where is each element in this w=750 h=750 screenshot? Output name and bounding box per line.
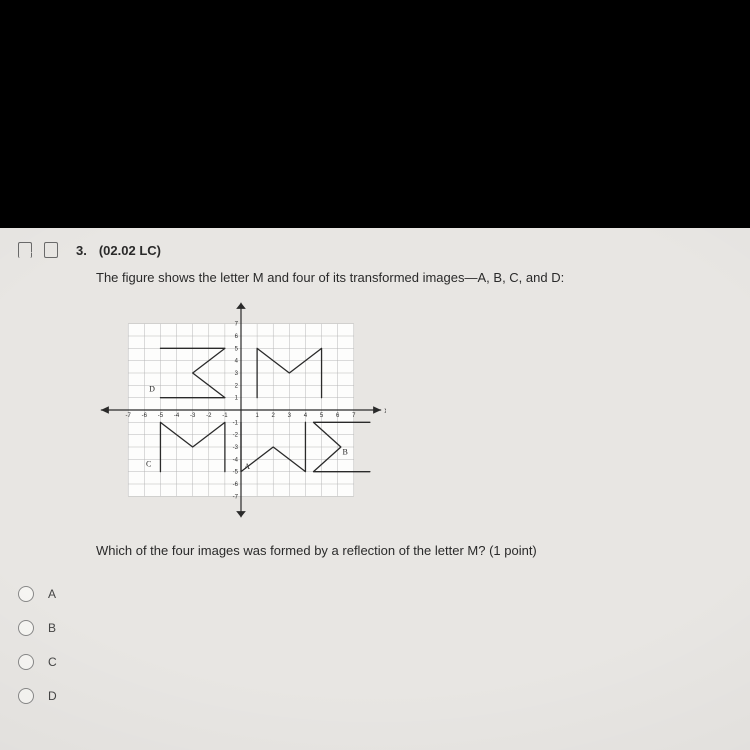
coordinate-graph: -7-6-5-4-3-2-11234567-7-6-5-4-3-2-112345… <box>96 299 386 521</box>
svg-text:-4: -4 <box>233 457 239 463</box>
svg-text:7: 7 <box>352 413 356 419</box>
answer-label: A <box>48 587 56 601</box>
svg-text:-3: -3 <box>233 445 239 451</box>
question-code: (02.02 LC) <box>99 243 161 258</box>
svg-text:-4: -4 <box>174 413 180 419</box>
svg-text:-1: -1 <box>233 420 239 426</box>
radio-icon <box>18 654 34 670</box>
flag-icon[interactable] <box>44 242 58 258</box>
svg-text:C: C <box>146 460 151 469</box>
svg-text:-2: -2 <box>233 433 239 439</box>
radio-icon <box>18 586 34 602</box>
svg-text:-1: -1 <box>222 413 228 419</box>
question-header: 3. (02.02 LC) <box>0 242 750 258</box>
question-prompt: The figure shows the letter M and four o… <box>96 270 750 285</box>
svg-text:-7: -7 <box>233 494 239 500</box>
svg-text:D: D <box>149 385 155 394</box>
radio-icon <box>18 620 34 636</box>
answer-label: D <box>48 689 57 703</box>
question-panel: 3. (02.02 LC) The figure shows the lette… <box>0 228 750 750</box>
svg-text:A: A <box>244 462 250 471</box>
bookmark-icon[interactable] <box>18 242 32 258</box>
svg-text:x: x <box>384 406 386 415</box>
answer-option-a[interactable]: A <box>18 586 750 602</box>
graph-svg: -7-6-5-4-3-2-11234567-7-6-5-4-3-2-112345… <box>96 299 386 521</box>
svg-text:-6: -6 <box>142 413 148 419</box>
svg-text:-6: -6 <box>233 482 239 488</box>
radio-icon <box>18 688 34 704</box>
svg-text:-3: -3 <box>190 413 196 419</box>
answer-label: B <box>48 621 56 635</box>
answer-option-c[interactable]: C <box>18 654 750 670</box>
answer-label: C <box>48 655 57 669</box>
letterbox-top <box>0 0 750 228</box>
svg-text:-5: -5 <box>158 413 164 419</box>
svg-text:-2: -2 <box>206 413 212 419</box>
svg-text:-5: -5 <box>233 470 239 476</box>
answer-option-b[interactable]: B <box>18 620 750 636</box>
answer-option-d[interactable]: D <box>18 688 750 704</box>
svg-text:-7: -7 <box>126 413 132 419</box>
question-followup: Which of the four images was formed by a… <box>96 543 750 558</box>
question-number: 3. <box>76 243 87 258</box>
svg-text:B: B <box>343 447 348 456</box>
answer-list: A B C D <box>0 586 750 704</box>
